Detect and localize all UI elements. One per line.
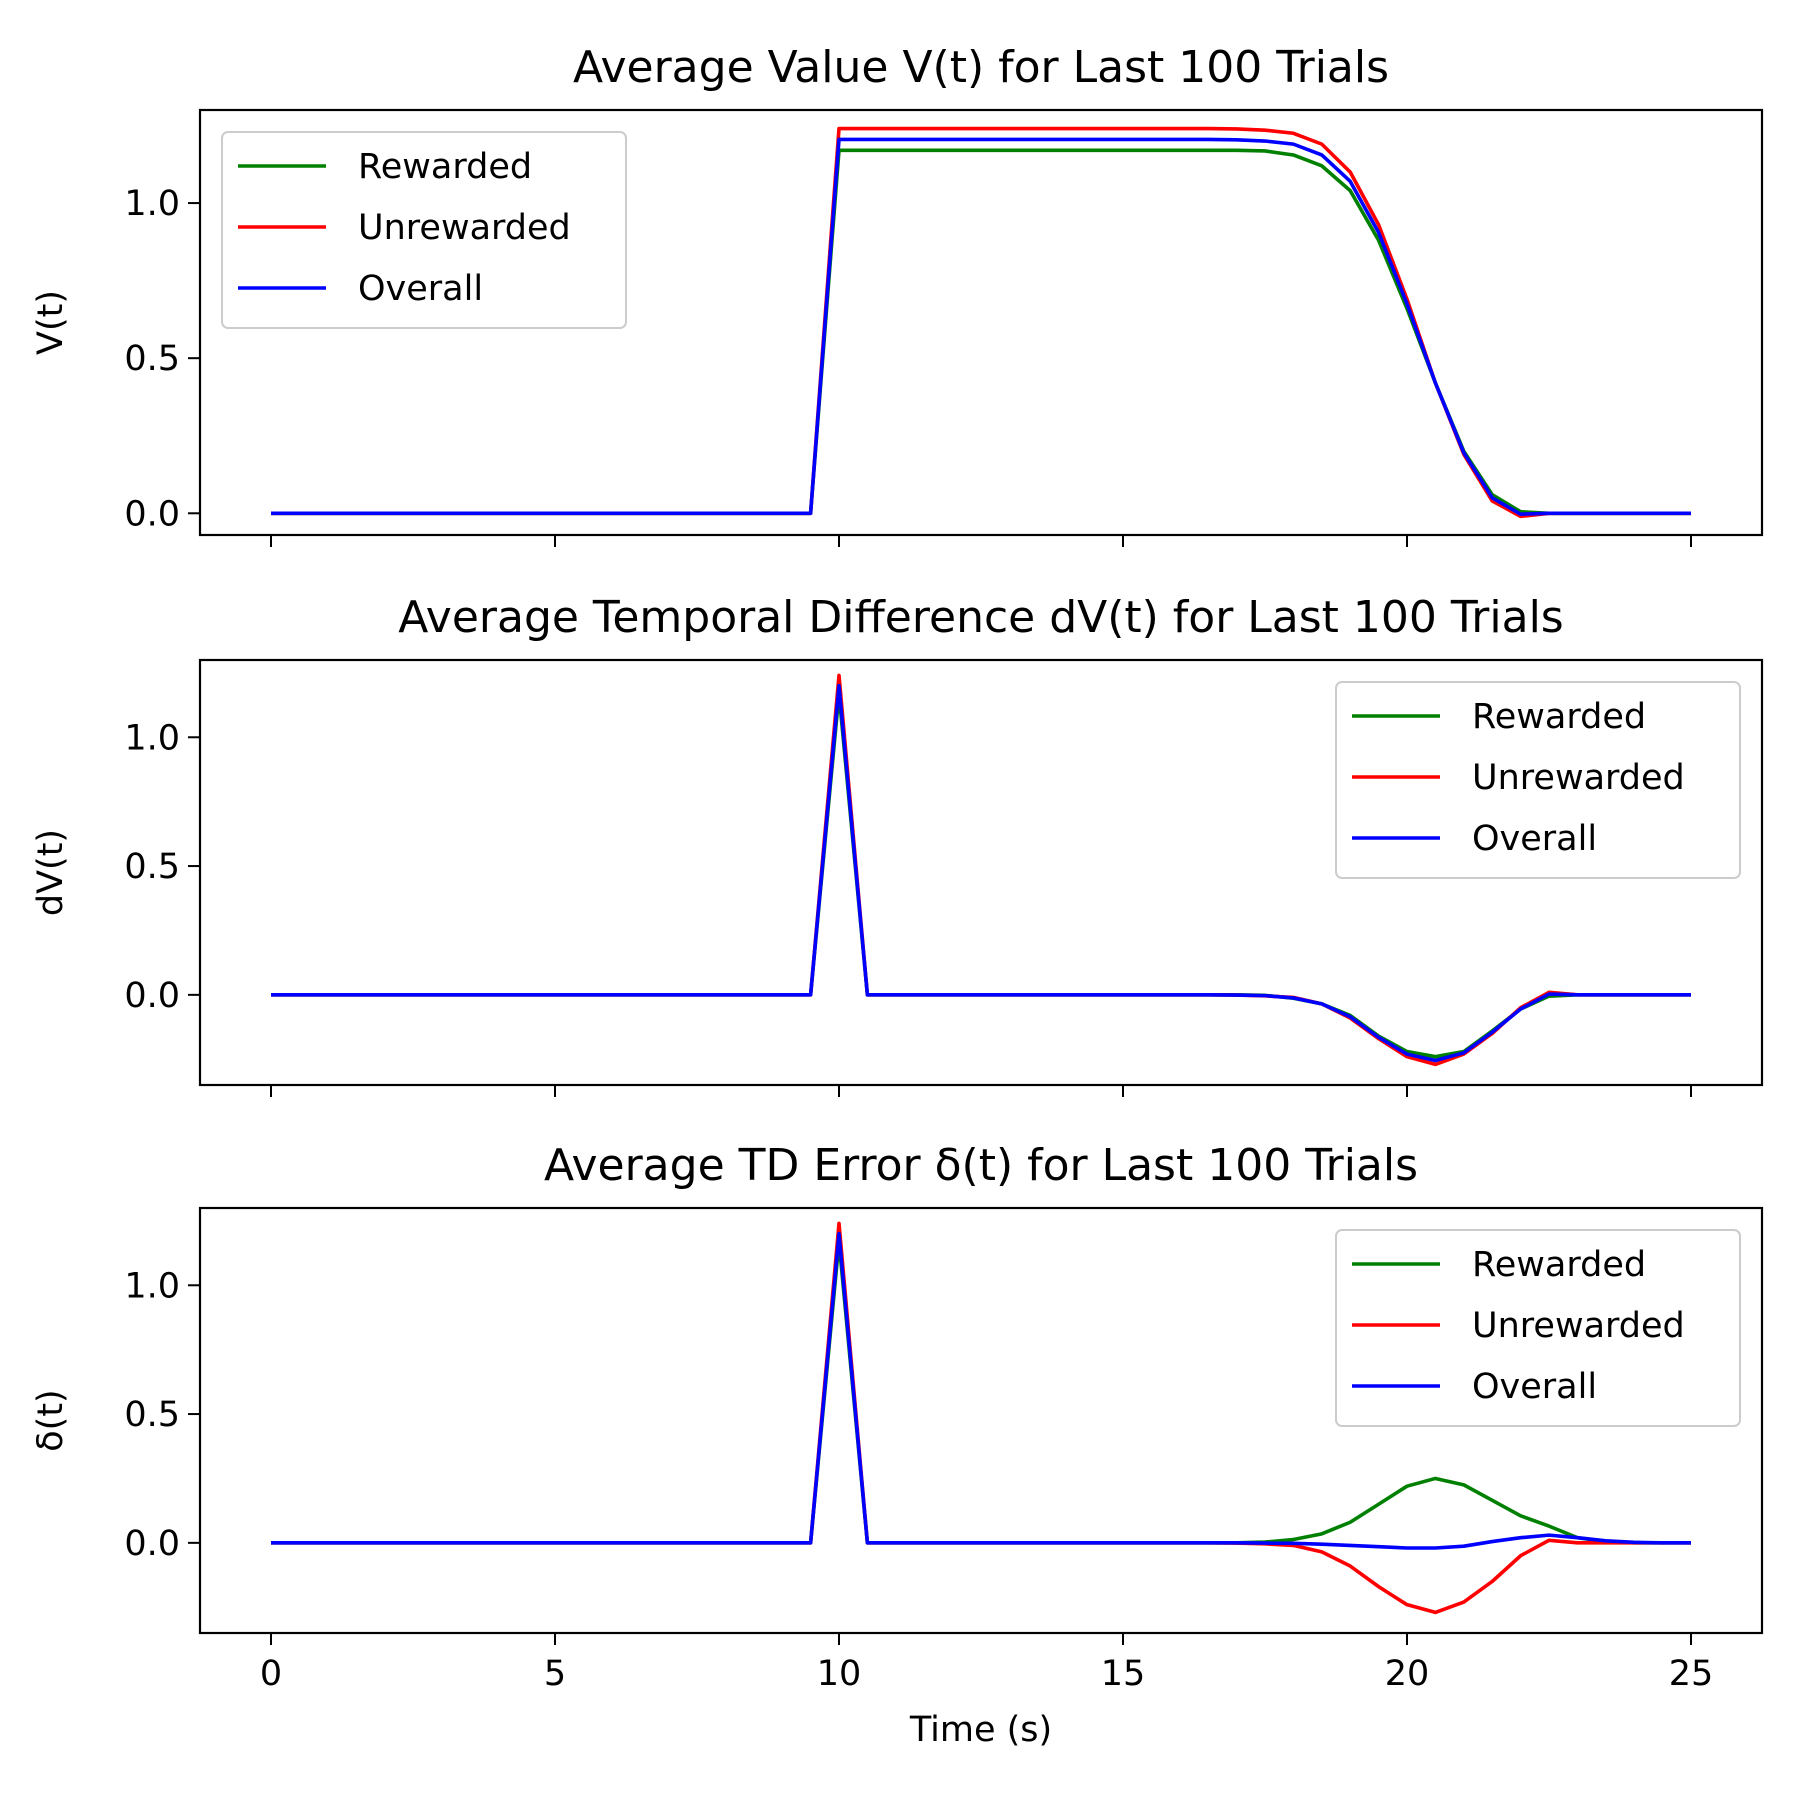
legend-label-overall: Overall: [358, 269, 483, 309]
x-tick-label: 5: [544, 1654, 566, 1694]
series-line-overall: [271, 137, 1691, 517]
chart-title: Average Value V(t) for Last 100 Trials: [573, 42, 1389, 93]
series-line-overall: [271, 683, 1691, 1063]
legend: Rewarded Unrewarded Overall: [1335, 681, 1741, 879]
y-tick-label: 0.5: [124, 1395, 180, 1435]
legend-label-rewarded: Rewarded: [1472, 1245, 1646, 1285]
chart-panel-3: Average TD Error δ(t) for Last 100 Trial…: [31, 1140, 1764, 1750]
legend-label-unrewarded: Unrewarded: [358, 208, 571, 248]
series-line-overall: [271, 1231, 1691, 1550]
legend-label-unrewarded: Unrewarded: [1472, 1306, 1685, 1346]
chart-panel-2: Average Temporal Difference dV(t) for La…: [31, 592, 1764, 1097]
legend: Rewarded Unrewarded Overall: [221, 131, 627, 329]
y-tick-label: 1.0: [124, 1266, 180, 1306]
legend-box: [1335, 1229, 1741, 1427]
y-axis-label: dV(t): [31, 829, 71, 916]
axes-frame: [198, 658, 1764, 1087]
y-tick-label: 0.0: [124, 1524, 180, 1564]
y-tick-label: 0.0: [124, 976, 180, 1016]
legend-box: [1335, 681, 1741, 879]
chart-title: Average Temporal Difference dV(t) for La…: [398, 592, 1563, 643]
y-tick-label: 0.0: [124, 494, 180, 534]
legend-label-overall: Overall: [1472, 1367, 1597, 1407]
y-tick-label: 0.5: [124, 847, 180, 887]
y-tick-label: 1.0: [124, 184, 180, 224]
axes-frame: [198, 1206, 1764, 1635]
x-tick-label: 15: [1101, 1654, 1146, 1694]
axes-frame: [198, 108, 1764, 537]
x-axis-label: Time (s): [909, 1710, 1052, 1750]
y-axis-label: δ(t): [31, 1389, 71, 1451]
legend-label-unrewarded: Unrewarded: [1472, 758, 1685, 798]
y-tick-label: 1.0: [124, 718, 180, 758]
legend-label-rewarded: Rewarded: [1472, 697, 1646, 737]
legend-box: [221, 131, 627, 329]
chart-title: Average TD Error δ(t) for Last 100 Trial…: [544, 1140, 1418, 1191]
x-tick-label: 20: [1385, 1654, 1430, 1694]
legend-label-overall: Overall: [1472, 819, 1597, 859]
y-axis-label: V(t): [31, 290, 71, 355]
x-tick-label: 0: [260, 1654, 282, 1694]
y-tick-label: 0.5: [124, 339, 180, 379]
legend-label-rewarded: Rewarded: [358, 147, 532, 187]
x-tick-label: 25: [1669, 1654, 1714, 1694]
chart-panel-1: Average Value V(t) for Last 100 Trials V(…: [31, 42, 1764, 547]
legend: Rewarded Unrewarded Overall: [1335, 1229, 1741, 1427]
x-tick-label: 10: [817, 1654, 862, 1694]
